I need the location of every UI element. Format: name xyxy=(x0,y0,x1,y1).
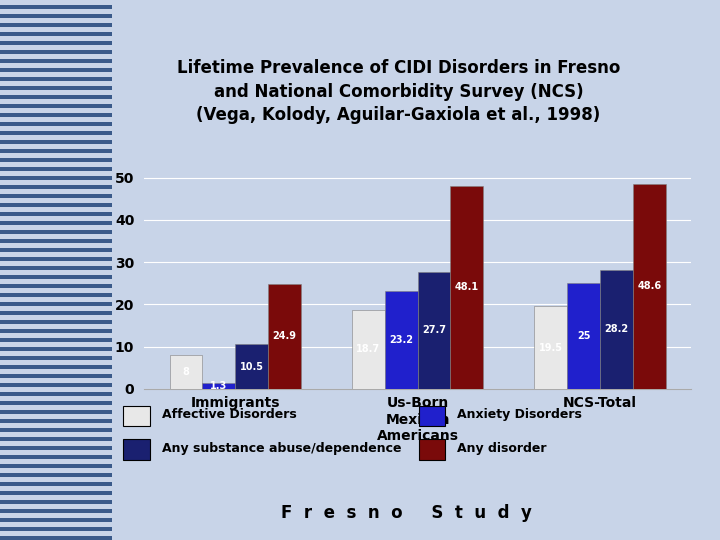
Bar xyxy=(202,383,235,389)
Bar xyxy=(0,202,112,207)
Bar xyxy=(0,230,112,234)
Text: Affective Disorders: Affective Disorders xyxy=(162,408,297,421)
Bar xyxy=(0,500,112,504)
Bar xyxy=(451,186,483,389)
Bar xyxy=(0,112,112,117)
Bar xyxy=(0,463,112,468)
Bar xyxy=(0,517,112,522)
Bar xyxy=(0,50,112,54)
Text: F  r  e  s  n  o     S  t  u  d  y: F r e s n o S t u d y xyxy=(282,504,532,522)
Bar xyxy=(0,526,112,531)
Text: 48.1: 48.1 xyxy=(455,282,479,292)
Bar xyxy=(0,355,112,360)
Bar xyxy=(352,310,384,389)
Bar xyxy=(0,536,112,540)
Text: 24.9: 24.9 xyxy=(272,331,297,341)
Bar xyxy=(0,328,112,333)
Text: 28.2: 28.2 xyxy=(604,325,629,334)
Text: 48.6: 48.6 xyxy=(637,281,661,291)
Bar xyxy=(0,374,112,378)
Bar xyxy=(268,284,301,389)
Bar xyxy=(0,472,112,477)
Text: Lifetime Prevalence of CIDI Disorders in Fresno
and National Comorbidity Survey : Lifetime Prevalence of CIDI Disorders in… xyxy=(177,59,620,124)
Bar xyxy=(0,482,112,486)
Bar xyxy=(0,320,112,324)
Bar xyxy=(0,509,112,513)
Bar xyxy=(0,131,112,135)
Bar xyxy=(0,176,112,180)
Text: 19.5: 19.5 xyxy=(539,343,563,353)
Bar xyxy=(0,158,112,162)
Bar xyxy=(0,239,112,243)
FancyBboxPatch shape xyxy=(123,406,150,426)
FancyBboxPatch shape xyxy=(418,406,445,426)
Bar xyxy=(567,284,600,389)
Bar xyxy=(418,272,451,389)
Bar xyxy=(0,85,112,90)
Text: 25: 25 xyxy=(577,331,590,341)
Text: Anxiety Disorders: Anxiety Disorders xyxy=(457,408,582,421)
Text: 27.7: 27.7 xyxy=(422,325,446,335)
FancyBboxPatch shape xyxy=(418,440,445,460)
Bar xyxy=(0,428,112,432)
Bar xyxy=(0,418,112,423)
Bar xyxy=(0,77,112,81)
Bar xyxy=(633,184,666,389)
Bar xyxy=(0,104,112,108)
Bar xyxy=(0,23,112,27)
Text: 8: 8 xyxy=(182,367,189,377)
Bar xyxy=(0,148,112,153)
Bar xyxy=(0,284,112,288)
Bar xyxy=(0,122,112,126)
Bar xyxy=(0,58,112,63)
Bar xyxy=(0,220,112,225)
Bar xyxy=(0,455,112,459)
Bar xyxy=(534,307,567,389)
Bar xyxy=(0,266,112,270)
Bar xyxy=(0,338,112,342)
Bar xyxy=(0,94,112,99)
Bar xyxy=(0,382,112,387)
Bar xyxy=(0,40,112,45)
Bar xyxy=(0,293,112,297)
Bar xyxy=(600,270,633,389)
Text: 23.2: 23.2 xyxy=(390,335,413,345)
Bar xyxy=(0,392,112,396)
Bar xyxy=(169,355,202,389)
Bar xyxy=(0,436,112,441)
Bar xyxy=(0,68,112,72)
Text: 1.3: 1.3 xyxy=(210,381,228,391)
Bar xyxy=(0,247,112,252)
Bar xyxy=(0,347,112,351)
Bar xyxy=(235,345,268,389)
Bar xyxy=(0,4,112,9)
Bar xyxy=(0,212,112,216)
Bar xyxy=(0,193,112,198)
Text: 18.7: 18.7 xyxy=(356,345,380,354)
Bar xyxy=(0,139,112,144)
FancyBboxPatch shape xyxy=(123,440,150,460)
Bar xyxy=(0,310,112,315)
Bar xyxy=(0,446,112,450)
Text: 10.5: 10.5 xyxy=(240,362,264,372)
Bar xyxy=(0,166,112,171)
Bar xyxy=(0,14,112,18)
Text: Any disorder: Any disorder xyxy=(457,442,546,455)
Bar xyxy=(0,409,112,414)
Bar xyxy=(384,291,418,389)
Bar xyxy=(0,401,112,405)
Bar xyxy=(0,301,112,306)
Bar xyxy=(0,490,112,495)
Bar xyxy=(0,274,112,279)
Text: Any substance abuse/dependence: Any substance abuse/dependence xyxy=(162,442,401,455)
Bar xyxy=(0,256,112,261)
Bar xyxy=(0,185,112,189)
Bar xyxy=(0,364,112,369)
Bar xyxy=(0,31,112,36)
